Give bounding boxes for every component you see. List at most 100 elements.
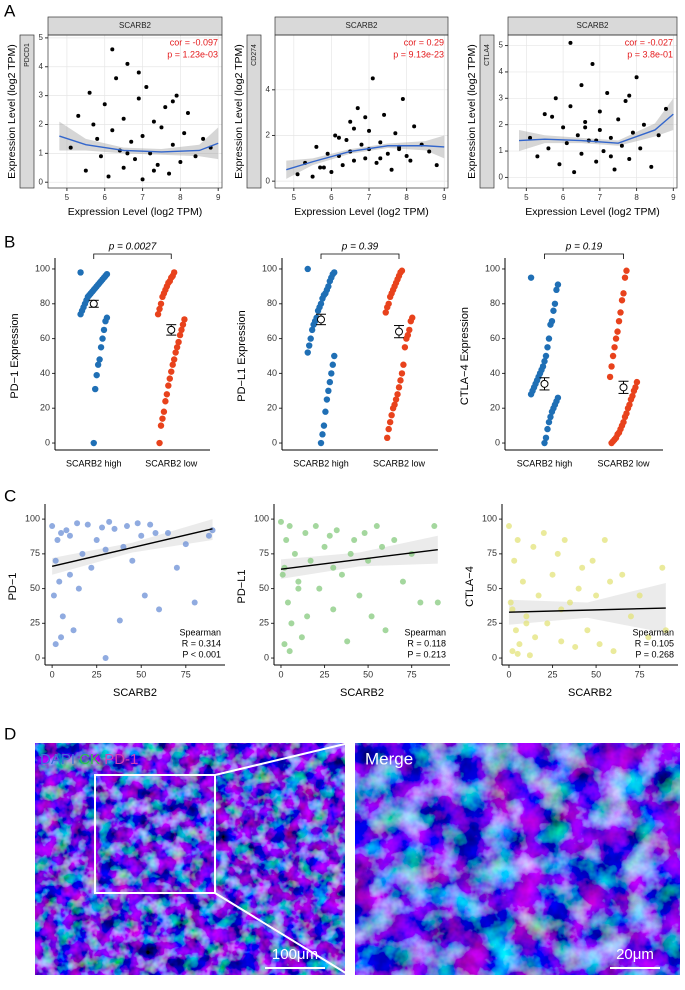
point <box>123 523 130 530</box>
point <box>401 344 409 351</box>
micrograph-right-texture <box>355 743 680 975</box>
y-axis-label: PD−L1 Expression <box>236 310 248 401</box>
y-tick-label: 100 <box>254 513 269 523</box>
point <box>641 122 646 127</box>
point <box>279 571 286 578</box>
point <box>659 564 666 571</box>
point <box>550 307 557 314</box>
point <box>385 151 390 156</box>
point <box>527 274 535 281</box>
facet-label: CD274 <box>251 44 258 66</box>
point <box>605 91 610 96</box>
point <box>617 309 624 316</box>
point <box>594 159 599 164</box>
mean-marker <box>167 325 176 334</box>
point <box>523 613 530 620</box>
point <box>407 317 414 325</box>
point <box>155 162 160 167</box>
point <box>156 439 163 447</box>
x-tick-label: 7 <box>367 193 372 202</box>
point <box>308 326 316 334</box>
point <box>96 356 103 363</box>
point <box>532 634 539 641</box>
point <box>56 578 63 585</box>
point <box>566 599 573 606</box>
point <box>91 122 96 127</box>
point <box>185 110 190 115</box>
point <box>173 564 180 571</box>
point <box>295 578 302 585</box>
channel-labels: DAPI CK PD-1 <box>40 751 138 768</box>
y-axis-label: CTLA−4 <box>464 566 476 607</box>
x-tick-label: 50 <box>591 669 601 679</box>
point <box>125 61 130 66</box>
point <box>388 411 395 419</box>
micrograph-left-texture <box>35 743 345 975</box>
x-tick-label: 8 <box>404 193 409 202</box>
point <box>663 106 668 111</box>
point <box>399 578 406 585</box>
y-tick-label: 2 <box>499 120 504 129</box>
point <box>310 321 317 328</box>
point <box>389 405 397 412</box>
point <box>291 550 298 557</box>
point <box>519 578 526 585</box>
y-axis-label: PD−1 <box>7 573 19 601</box>
point <box>164 530 171 537</box>
point <box>52 557 59 564</box>
point <box>579 564 586 571</box>
y-tick-label: 4 <box>39 62 44 71</box>
x-axis-label: Expression Level (log2 TPM) <box>68 206 203 218</box>
point <box>59 613 66 620</box>
point <box>403 335 410 342</box>
y-tick-label: 60 <box>490 333 500 343</box>
channel-label: DAPI <box>40 751 75 768</box>
y-tick-label: 80 <box>267 298 277 308</box>
image-title: Merge <box>365 749 413 768</box>
point <box>606 373 614 381</box>
plot-background <box>48 35 222 188</box>
annotation: R = 0.118 <box>407 638 446 648</box>
point <box>191 599 198 606</box>
point <box>175 338 182 346</box>
x-axis-label: Expression Level (log2 TPM) <box>525 206 660 218</box>
point <box>610 648 617 655</box>
point <box>367 128 372 133</box>
point <box>612 167 617 172</box>
facet-strip <box>19 34 35 189</box>
point <box>542 434 550 442</box>
point <box>619 571 626 578</box>
plot-border <box>47 34 223 189</box>
point <box>611 344 618 351</box>
x-tick-label: 9 <box>671 193 676 202</box>
point <box>624 405 632 412</box>
point <box>84 521 91 528</box>
annotation: P = 0.268 <box>635 649 674 659</box>
point <box>356 592 363 599</box>
point <box>286 648 293 655</box>
zoom-line <box>214 742 350 776</box>
point <box>557 162 562 167</box>
facet-strip <box>479 34 495 189</box>
y-tick-label: 5 <box>39 33 44 42</box>
point <box>575 585 582 592</box>
facet-label: SCARB2 <box>576 21 609 30</box>
point <box>304 613 311 620</box>
y-axis-label: Expression Level (log2 TPM) <box>233 44 245 179</box>
y-tick-label: 75 <box>30 548 40 558</box>
point <box>561 125 566 130</box>
point <box>572 643 579 650</box>
point <box>114 76 119 81</box>
point <box>87 90 92 95</box>
x-tick-label: 25 <box>548 669 558 679</box>
x-tick-label: 8 <box>178 193 183 202</box>
point <box>306 342 313 349</box>
point <box>54 536 61 543</box>
point <box>583 120 588 125</box>
point <box>553 286 560 294</box>
panel-label: A <box>4 1 16 20</box>
point <box>325 151 330 156</box>
point <box>583 125 588 130</box>
point <box>68 145 73 150</box>
y-tick-label: 50 <box>487 583 497 593</box>
